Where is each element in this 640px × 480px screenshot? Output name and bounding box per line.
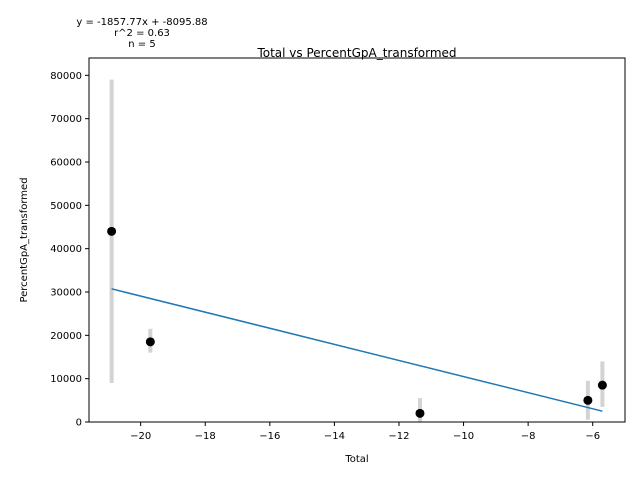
y-tick-label: 70000 (50, 114, 82, 125)
points-layer (107, 226, 607, 418)
y-tick-label: 0 (76, 418, 82, 429)
x-tick-label: −10 (453, 431, 474, 442)
x-axis: −20 −18 −16 −14 −12 −10 −8 −6 (130, 422, 600, 442)
x-tick-label: −16 (259, 431, 280, 442)
y-tick-label: 10000 (50, 374, 82, 385)
chart-title: Total vs PercentGpA_transformed (256, 46, 456, 60)
y-axis: 0 10000 20000 30000 40000 50000 60000 70000 8000… (50, 71, 89, 429)
y-tick-label: 50000 (50, 201, 82, 212)
y-tick-label: 20000 (50, 331, 82, 342)
data-point-3 (583, 395, 593, 405)
annotations: y = -1857.77x + -8095.88 r^2 = 0.63 n = … (76, 17, 207, 50)
y-tick-label: 30000 (50, 288, 82, 299)
data-point-0 (107, 226, 117, 236)
y-tick-label: 60000 (50, 158, 82, 169)
y-tick-label: 40000 (50, 244, 82, 255)
x-tick-label: −14 (324, 431, 345, 442)
r-squared-annotation: r^2 = 0.63 (114, 28, 170, 39)
data-point-4 (597, 380, 607, 390)
data-point-1 (145, 337, 155, 347)
fit-line (111, 288, 603, 412)
x-tick-label: −8 (521, 431, 536, 442)
y-axis-title: PercentGpA_transformed (19, 177, 30, 302)
x-tick-label: −18 (195, 431, 216, 442)
n-annotation: n = 5 (128, 39, 155, 50)
x-axis-title: Total (344, 454, 368, 465)
x-tick-label: −20 (130, 431, 151, 442)
x-tick-label: −12 (388, 431, 409, 442)
data-point-2 (415, 408, 425, 418)
fit-layer (111, 288, 603, 412)
x-tick-label: −6 (585, 431, 600, 442)
error-bars (109, 79, 605, 422)
y-tick-label: 80000 (50, 71, 82, 82)
equation-annotation: y = -1857.77x + -8095.88 (76, 17, 207, 28)
plot-frame (88, 57, 626, 423)
